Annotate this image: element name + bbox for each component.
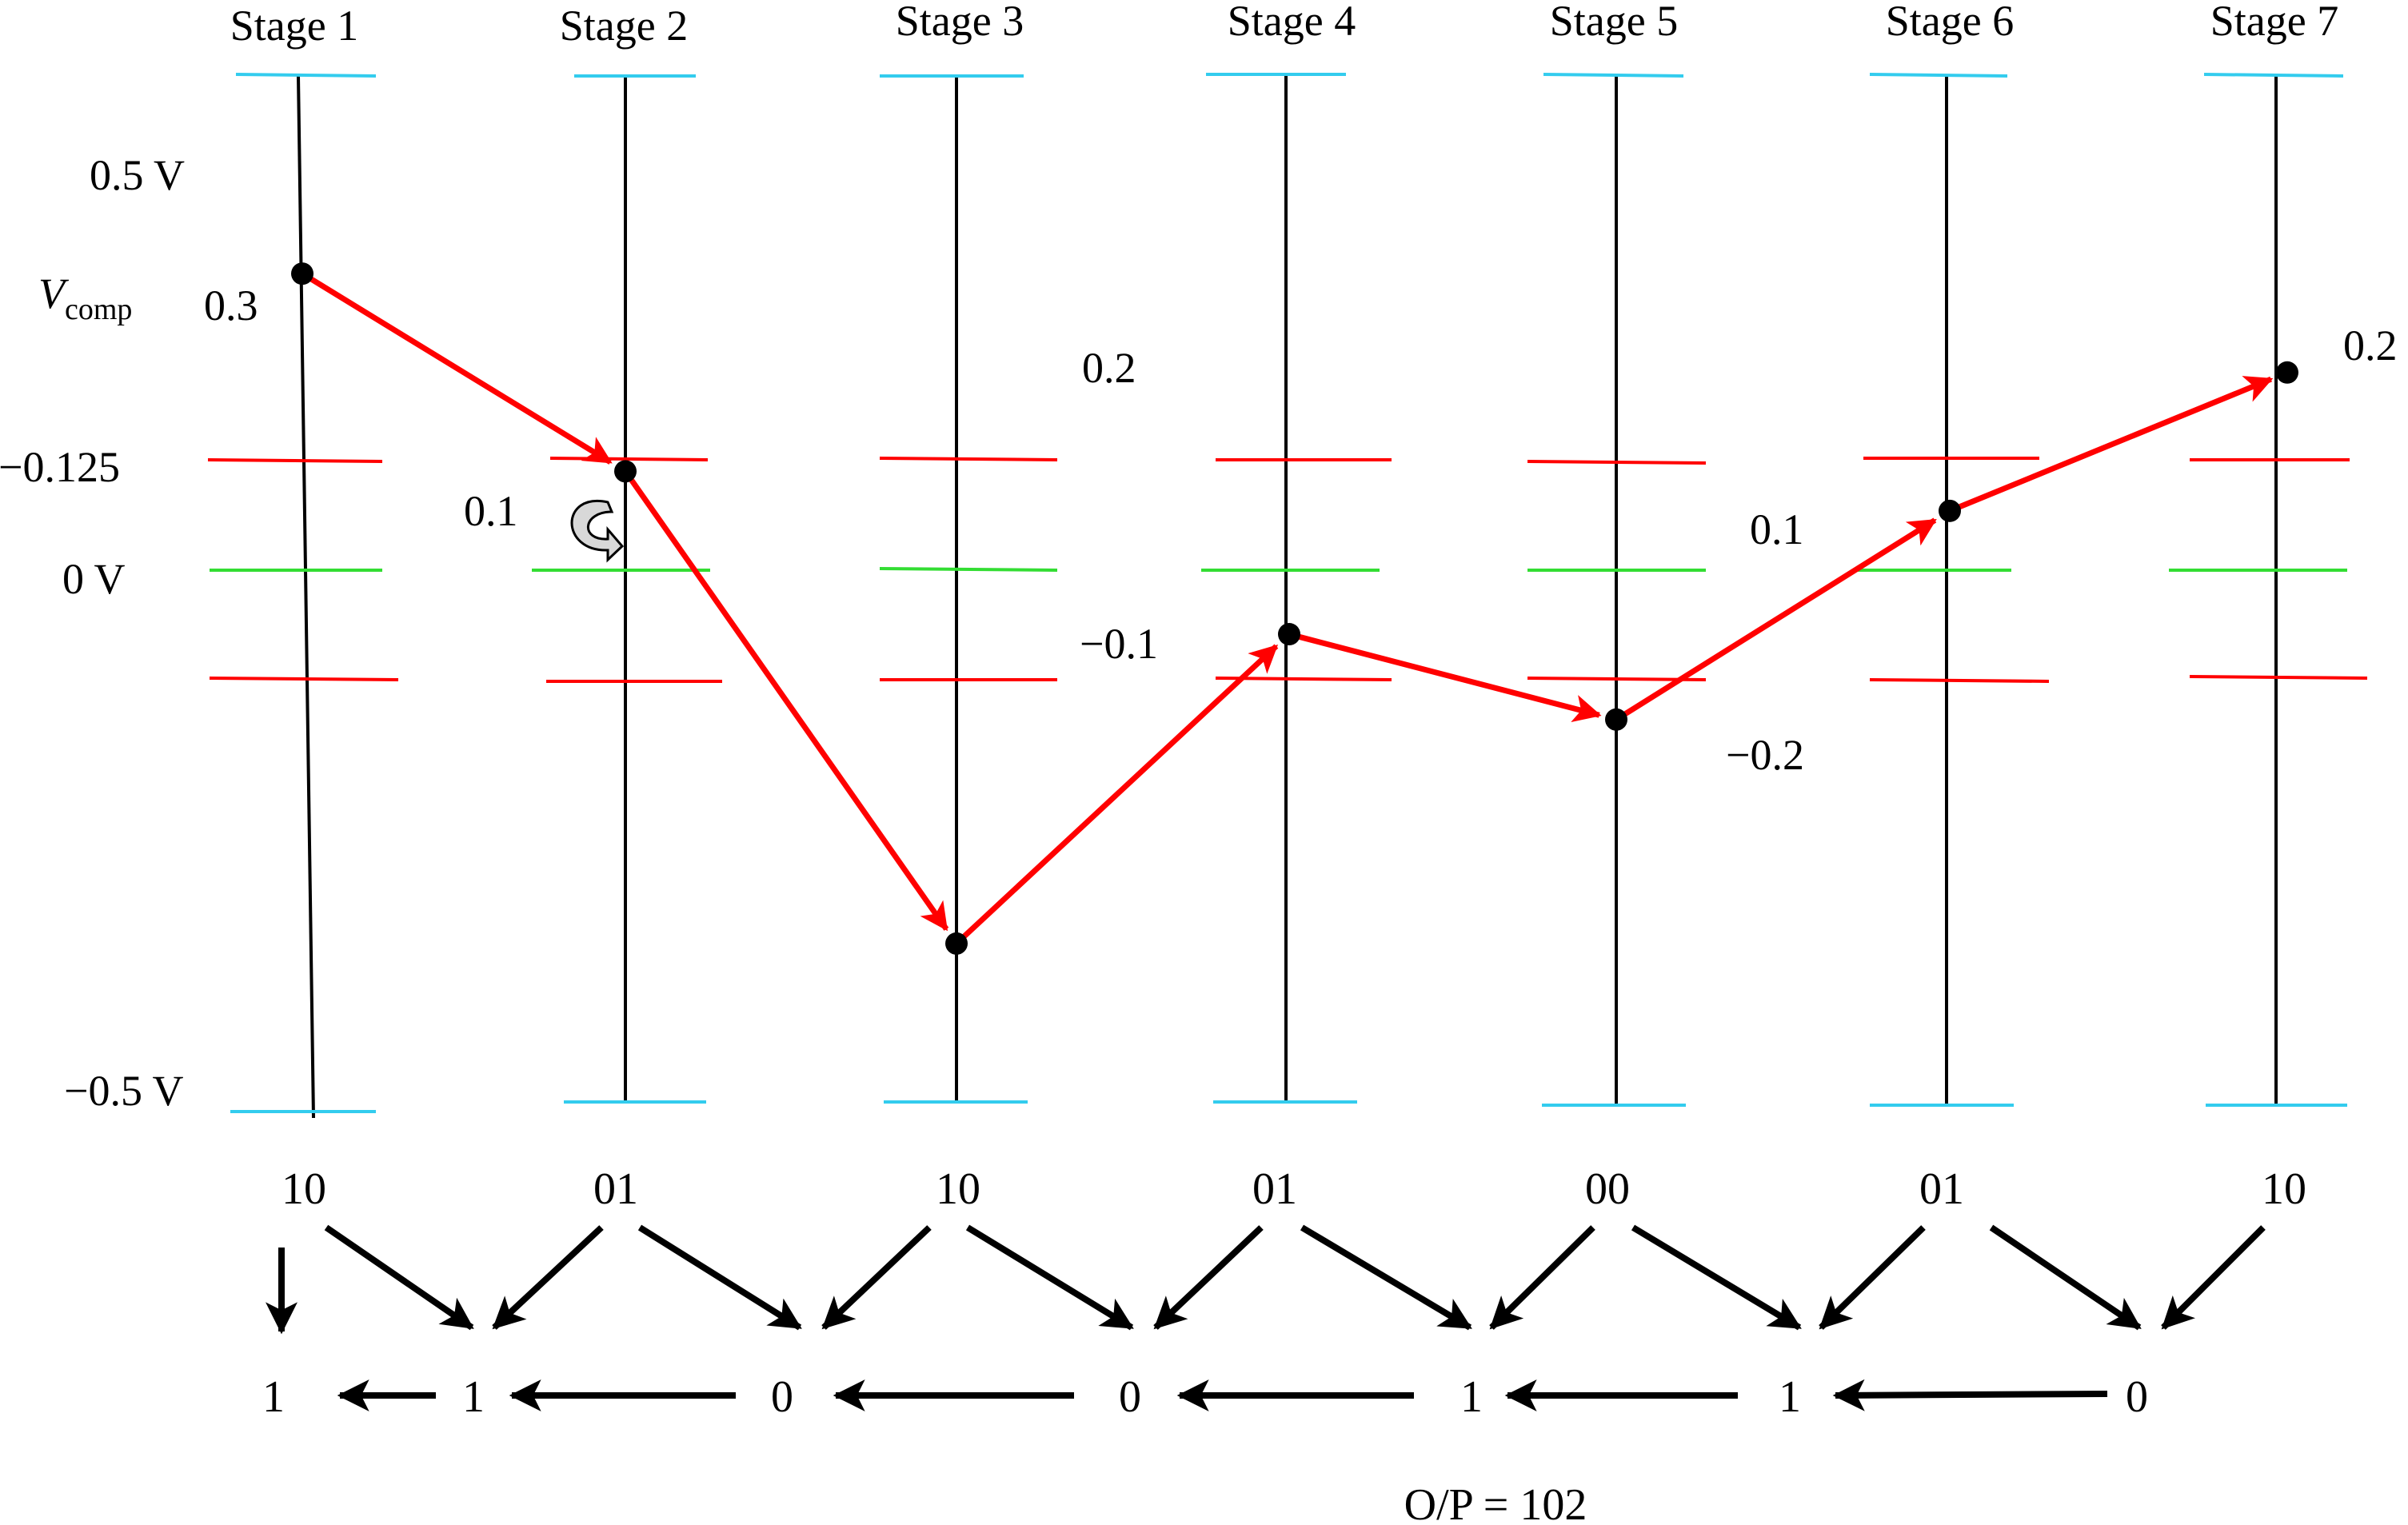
stage-7-code: 10 [2262,1164,2306,1214]
stage-6-top-ref [1869,73,2008,78]
carry-arrows [337,1379,2108,1411]
trajectory-point-7 [2276,361,2298,384]
arrow-s4-to-b4 [1153,1225,1264,1330]
stage-headers: Stage 1 Stage 2 Stage 3 Stage 4 Stage 5 … [230,0,2338,50]
output-bit-5: 1 [1460,1372,1483,1422]
stage-6-lower-threshold [1869,678,2050,683]
vcomp-main: V [38,269,70,317]
stage-6-label: Stage 6 [1886,0,2014,45]
output-bit-7: 0 [2126,1372,2148,1422]
output-bit-6: 1 [1779,1372,1801,1422]
stage-4-label: Stage 4 [1228,0,1356,45]
trajectory-point-2 [614,460,637,483]
trajectory-segment-5 [1621,517,1937,718]
trajectory-point-5 [1605,708,1627,731]
output-bits: 1 1 0 0 1 1 0 [262,1372,2148,1422]
stage-7-top-ref [2203,73,2344,78]
trajectory-segment-1 [307,275,613,465]
output-bit-2: 1 [462,1372,485,1422]
arrow-s5-to-b6 [1631,1224,1802,1331]
arrow-s3-to-b3 [821,1225,932,1330]
combination-arrows [266,1224,2266,1335]
stage-axes [297,75,2278,1119]
stage-2-code: 01 [593,1164,638,1214]
arrow-s6-to-b7 [1989,1224,2142,1331]
stage-3-label: Stage 3 [896,0,1024,45]
upper-threshold-label: −0.125 [0,443,120,491]
trajectory-segment-4 [1296,633,1602,723]
trajectory-segment-2 [627,476,949,932]
arrow-s2-to-b2 [492,1225,604,1330]
stage-1-value: 0.3 [204,281,258,329]
reference-lines [230,73,2347,1113]
stage-1-top-ref [235,73,377,78]
arrow-s7-to-b7 [2161,1225,2266,1330]
carry-b7-to-b6 [1832,1379,2108,1411]
stage-6-code: 01 [1919,1164,1964,1214]
stage-7-label: Stage 7 [2210,0,2338,45]
stage-1-label: Stage 1 [230,2,358,50]
point-value-labels: 0.3 0.1 0.2 −0.1 −0.2 0.1 0.2 [204,281,2398,779]
stage-3-zero-line [879,567,1058,572]
stage-2-value: 0.1 [464,487,518,535]
arrow-s4-to-b5 [1300,1224,1472,1331]
vcomp-label: Vcomp [38,269,132,326]
residue-trajectory [291,262,2298,955]
output-result: O/P = 102 [1404,1480,1587,1525]
trajectory-segment-3 [960,644,1279,940]
stage-1-upper-threshold [207,458,383,463]
output-bit-3: 0 [771,1372,793,1422]
stage-3-level-label: 0.2 [1082,344,1136,392]
stage-6-value: 0.1 [1750,505,1804,553]
arrow-s3-to-b4 [965,1224,1134,1331]
stage-1-code: 10 [282,1164,326,1214]
arrow-s1-to-b2 [324,1224,474,1331]
stage-3-code: 10 [936,1164,980,1214]
stage-7-value: 0.2 [2343,321,2398,369]
bottom-reference-label: −0.5 V [64,1067,183,1115]
stage-4-value: −0.1 [1080,620,1158,668]
arrow-s5-to-b5 [1489,1225,1595,1330]
stage-codes: 10 01 10 01 00 01 10 [282,1164,2306,1214]
stage-1-lower-threshold [209,677,399,681]
top-reference-label: 0.5 V [90,151,185,199]
trajectory-point-4 [1278,623,1300,646]
stage-1-axis [297,75,315,1119]
trajectory-point-6 [1939,499,1961,522]
stage-5-code: 00 [1585,1164,1630,1214]
stage-5-upper-threshold [1527,460,1707,465]
arrow-s6-to-b6 [1819,1225,1926,1330]
stage-2-label: Stage 2 [560,2,688,50]
stage-3-upper-threshold [879,457,1058,461]
trajectory-point-1 [291,262,313,285]
vcomp-subscript: comp [65,293,132,326]
stage-5-value: −0.2 [1726,731,1804,779]
axis-labels: 0.5 V Vcomp −0.125 0 V −0.5 V [0,151,185,1115]
stage-4-code: 01 [1252,1164,1297,1214]
stage-5-top-ref [1543,73,1684,78]
stage-2-upper-threshold [549,457,709,461]
output-bit-1: 1 [262,1372,285,1422]
zero-label: 0 V [62,555,126,603]
trajectory-point-3 [945,932,968,955]
output-bit-4: 0 [1119,1372,1141,1422]
zero-lines [210,567,2347,572]
trajectory-segment-6 [1955,376,2274,511]
arrow-s2-to-b3 [637,1224,802,1331]
feedback-curl-icon [570,500,625,563]
stage-7-lower-threshold [2189,675,2368,680]
stage-5-label: Stage 5 [1550,0,1678,45]
